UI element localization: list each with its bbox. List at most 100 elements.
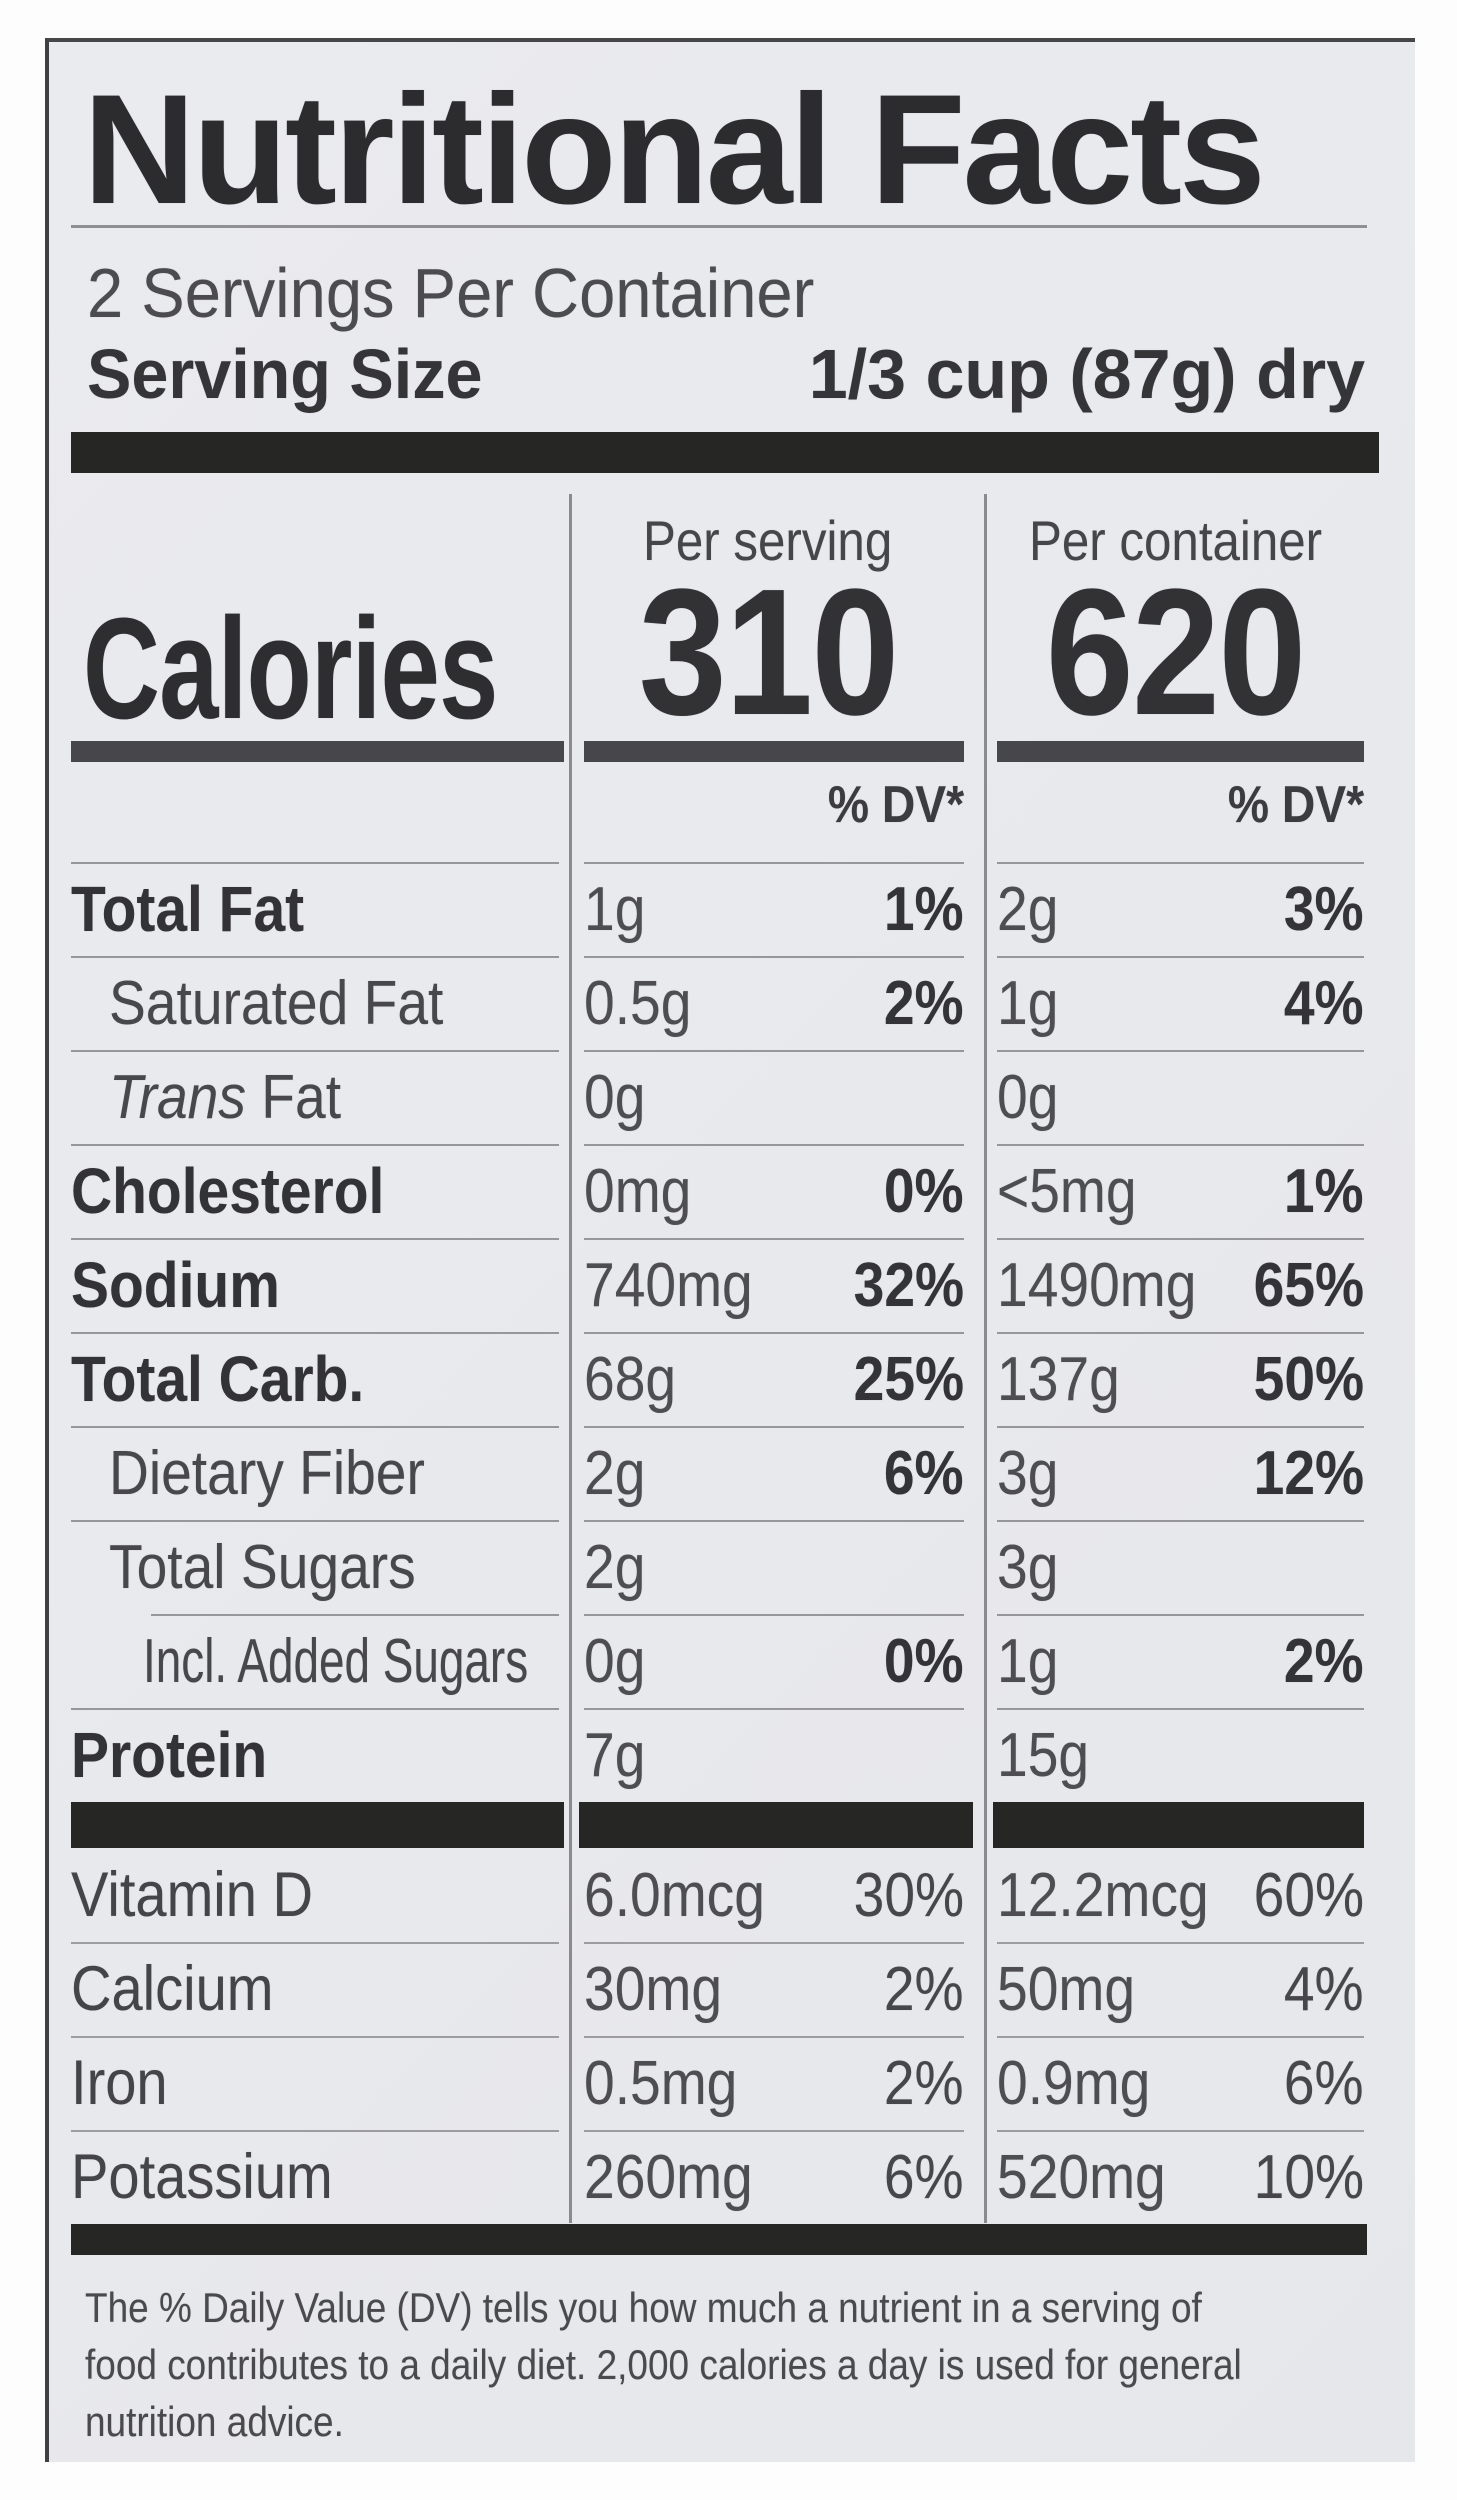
row-divider — [584, 956, 964, 958]
per-container-amount: 2g — [997, 874, 1059, 944]
label-title: Nutritional Facts — [83, 63, 1266, 237]
title-divider — [71, 225, 1367, 228]
row-divider — [584, 1426, 964, 1428]
separator-bar-bottom — [71, 2224, 1367, 2255]
nutrient-row: Trans Fat 0g 0g — [49, 1050, 1419, 1144]
nutrient-name: Incl. Added Sugars — [143, 1626, 529, 1696]
footnote-line: food contributes to a daily diet. 2,000 … — [85, 2341, 1242, 2388]
per-serving-amount: 68g — [584, 1344, 677, 1414]
per-serving-dv: 0% — [884, 1156, 964, 1226]
nutrition-label: Nutritional Facts 2 Servings Per Contain… — [45, 38, 1415, 2462]
per-serving-dv: 32% — [853, 1250, 964, 1320]
row-divider — [997, 1050, 1364, 1052]
per-serving-dv: 2% — [884, 1954, 964, 2024]
per-container-amount: 3g — [997, 1532, 1059, 1602]
per-serving-dv: 6% — [884, 1438, 964, 1508]
per-container-amount: 12.2mcg — [997, 1860, 1209, 1930]
row-divider — [71, 1942, 559, 1944]
row-divider — [997, 862, 1364, 864]
nutrient-row: Protein 7g 15g — [49, 1708, 1419, 1802]
nutrient-name: Vitamin D — [71, 1860, 314, 1930]
per-container-dv: 60% — [1253, 1860, 1364, 1930]
per-container-dv: 65% — [1253, 1250, 1364, 1320]
per-serving-dv: 0% — [884, 1626, 964, 1696]
row-divider — [71, 956, 559, 958]
servings-per-container: 2 Servings Per Container — [87, 254, 815, 332]
per-serving-amount: 260mg — [584, 2142, 753, 2212]
row-divider — [997, 2036, 1364, 2038]
row-divider — [584, 1708, 964, 1710]
per-container-dv: 3% — [1284, 874, 1364, 944]
per-container-amount: 1g — [997, 1626, 1059, 1696]
per-container-amount: 0.9mg — [997, 2048, 1151, 2118]
per-serving-header: Per serving — [643, 509, 893, 572]
row-divider — [584, 1144, 964, 1146]
nutrient-row: Potassium 260mg 6% 520mg 10% — [49, 2130, 1419, 2224]
mid-bar-col1 — [71, 1802, 564, 1848]
row-divider — [997, 1708, 1364, 1710]
dv-header-per-container: % DV* — [1227, 776, 1364, 834]
row-divider — [584, 1614, 964, 1616]
row-divider — [997, 1520, 1364, 1522]
row-divider — [997, 1614, 1364, 1616]
nutrient-row: Calcium 30mg 2% 50mg 4% — [49, 1942, 1419, 2036]
per-container-amount: 0g — [997, 1062, 1059, 1132]
calories-label: Calories — [83, 588, 498, 749]
nutrient-name: Cholesterol — [71, 1155, 385, 1227]
per-container-dv: 50% — [1253, 1344, 1364, 1414]
per-serving-dv: 2% — [884, 968, 964, 1038]
per-container-dv: 1% — [1284, 1156, 1364, 1226]
row-divider — [997, 1144, 1364, 1146]
per-container-dv: 2% — [1284, 1626, 1364, 1696]
per-serving-amount: 7g — [584, 1720, 646, 1790]
per-serving-dv: 6% — [884, 2142, 964, 2212]
calories-rule-col1 — [71, 741, 564, 762]
row-divider — [151, 1614, 559, 1616]
per-serving-dv: 2% — [884, 2048, 964, 2118]
row-divider — [71, 1426, 559, 1428]
per-serving-dv: 1% — [884, 874, 964, 944]
nutrient-name: Total Sugars — [109, 1532, 416, 1602]
nutrient-name: Trans Fat — [109, 1062, 342, 1132]
serving-size-label: Serving Size — [87, 335, 483, 413]
nutrient-name: Potassium — [71, 2142, 333, 2212]
nutrient-row: Total Carb. 68g 25% 137g 50% — [49, 1332, 1419, 1426]
per-serving-amount: 0.5mg — [584, 2048, 738, 2118]
nutrient-name: Saturated Fat — [109, 968, 444, 1038]
nutrient-row: Total Fat 1g 1% 2g 3% — [49, 862, 1419, 956]
calories-per-serving: 310 — [638, 552, 899, 753]
serving-size-row: Serving Size 1/3 cup (87g) dry — [87, 334, 1365, 414]
mid-bar-col2 — [579, 1802, 973, 1848]
nutrient-row: Sodium 740mg 32% 1490mg 65% — [49, 1238, 1419, 1332]
per-container-amount: <5mg — [997, 1156, 1137, 1226]
nutrient-row: Cholesterol 0mg 0% <5mg 1% — [49, 1144, 1419, 1238]
row-divider — [584, 862, 964, 864]
row-divider — [584, 1942, 964, 1944]
row-divider — [584, 1050, 964, 1052]
footnote-line: nutrition advice. — [85, 2398, 344, 2445]
row-divider — [584, 1238, 964, 1240]
row-divider — [71, 1050, 559, 1052]
nutrient-row: Saturated Fat 0.5g 2% 1g 4% — [49, 956, 1419, 1050]
nutrient-name: Protein — [71, 1719, 268, 1791]
nutrient-row: Incl. Added Sugars 0g 0% 1g 2% — [49, 1614, 1419, 1708]
per-container-amount: 137g — [997, 1344, 1120, 1414]
per-serving-amount: 0g — [584, 1062, 646, 1132]
per-container-amount: 1490mg — [997, 1250, 1197, 1320]
nutrient-name: Calcium — [71, 1954, 274, 2024]
dv-header-per-serving: % DV* — [827, 776, 964, 834]
row-divider — [584, 1332, 964, 1334]
column-divider-1 — [569, 494, 572, 2223]
per-serving-amount: 6.0mcg — [584, 1860, 765, 1930]
per-container-amount: 50mg — [997, 1954, 1136, 2024]
per-container-dv: 4% — [1284, 968, 1364, 1038]
separator-bar-top — [71, 432, 1379, 473]
nutrient-rows: Total Fat 1g 1% 2g 3% Saturated Fat 0.5g… — [49, 862, 1419, 1802]
nutrient-row: Dietary Fiber 2g 6% 3g 12% — [49, 1426, 1419, 1520]
row-divider — [584, 2130, 964, 2132]
per-container-amount: 15g — [997, 1720, 1090, 1790]
row-divider — [997, 2130, 1364, 2132]
nutrient-name: Total Carb. — [71, 1343, 365, 1415]
per-container-amount: 1g — [997, 968, 1059, 1038]
calories-rule-col2 — [584, 741, 964, 762]
